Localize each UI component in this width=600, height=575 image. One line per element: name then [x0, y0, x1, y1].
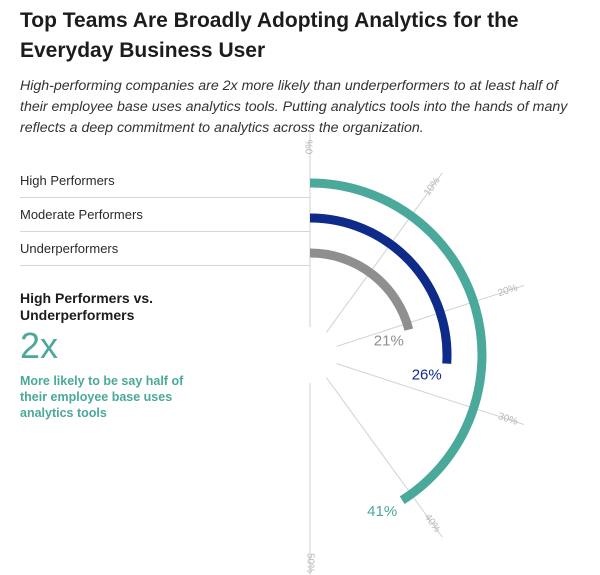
tick-label: 20% [497, 283, 520, 300]
arc-bar [309, 248, 414, 331]
arc-layer [309, 178, 487, 505]
tick-label: 50% [304, 553, 315, 573]
value-label: 26% [412, 367, 442, 384]
legend-moderate-performers: Moderate Performers [20, 198, 310, 232]
tick-layer: 0% 10% 20% 30% 40% 50% [304, 130, 525, 575]
arc-bar [309, 213, 452, 364]
tick-line [326, 377, 443, 538]
tick-label: 10% [422, 175, 443, 198]
comparison-value: 2x [20, 325, 59, 366]
legend-underperformers: Underperformers [20, 232, 310, 266]
tick-label: 30% [497, 411, 520, 428]
chart-subtitle: High-performing companies are 2x more li… [20, 78, 568, 136]
tick-label: 0% [305, 140, 316, 155]
legend-high-performers: High Performers [20, 164, 310, 198]
tick-line [336, 363, 525, 426]
arc-bar [309, 178, 487, 505]
comparison-title: High Performers vs. Underperformers [20, 290, 154, 323]
tick-label: 40% [422, 512, 443, 535]
chart-title: Top Teams Are Broadly Adopting Analytics… [20, 9, 519, 62]
value-label-layer: 41% 26% 21% [367, 333, 442, 521]
comparison-description: More likely to be say half of their empl… [20, 374, 184, 420]
tick-line [326, 172, 443, 333]
value-label: 41% [367, 503, 397, 520]
tick-line [336, 284, 525, 347]
value-label: 21% [374, 333, 404, 350]
